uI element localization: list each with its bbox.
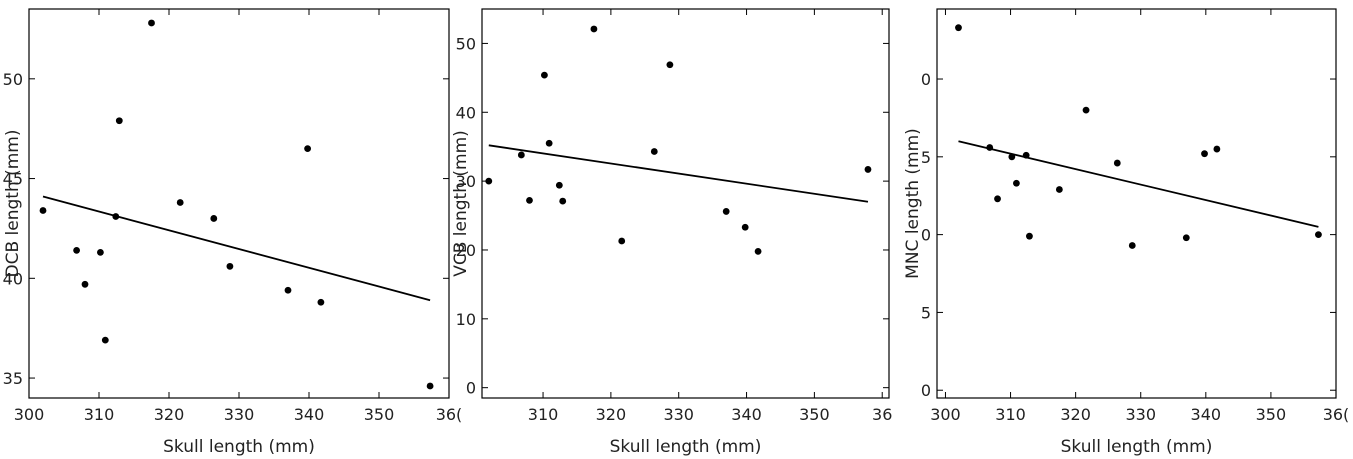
data-point [1315, 231, 1322, 239]
data-point [555, 181, 563, 189]
x-tick-label: 340 [1191, 405, 1222, 424]
data-point [545, 139, 553, 147]
y-tick-label: 0 [466, 379, 476, 398]
y-tick-label: 5 [921, 148, 931, 167]
data-point [317, 298, 325, 306]
x-axis-label: Skull length (mm) [163, 437, 315, 457]
data-point [1022, 151, 1030, 159]
data-point [73, 246, 80, 254]
y-tick-label: 0 [921, 381, 931, 400]
data-point [526, 197, 533, 204]
data-point [994, 195, 1001, 203]
data-point [864, 166, 872, 173]
x-tick-label: 350 [364, 405, 395, 424]
data-point [304, 145, 311, 153]
y-tick-label: 50 [3, 70, 23, 89]
regression-line [42, 195, 431, 302]
data-point [955, 24, 962, 32]
data-point [97, 248, 104, 256]
data-point [1213, 145, 1221, 153]
y-tick-label: 30 [456, 172, 476, 191]
regression-line [958, 140, 1319, 228]
data-point [1008, 153, 1016, 161]
data-point [426, 382, 434, 390]
y-tick-label: 35 [3, 369, 23, 388]
y-tick-label: 40 [456, 103, 476, 122]
data-point [741, 223, 749, 231]
y-tick-label: 45 [3, 170, 23, 189]
y-tick-label: 5 [921, 303, 931, 322]
data-point [517, 151, 525, 159]
data-point [618, 237, 626, 245]
x-tick-label: 330 [663, 405, 694, 424]
y-axis-label: VCB length (mm) [451, 130, 471, 277]
regression-line [488, 144, 869, 203]
x-axis-label: Skull length (mm) [610, 437, 762, 457]
x-tick-label: 36( [1323, 405, 1350, 424]
x-tick-label: 300 [14, 405, 45, 424]
data-point [1113, 159, 1121, 167]
x-tick-label: 310 [84, 405, 115, 424]
chart-panel-1: 300 310 320 330 340 350 36( 35 40 45 50 Skull lengt… [3, 8, 463, 457]
data-point [176, 199, 184, 206]
data-point [226, 262, 234, 270]
x-tick-label: 340 [294, 405, 325, 424]
x-tick-label: 330 [224, 405, 255, 424]
data-point [559, 197, 567, 205]
y-tick-label: 0 [921, 226, 931, 245]
data-point [485, 177, 493, 185]
x-tick-label: 320 [1060, 405, 1091, 424]
x-axis-label: Skull length (mm) [1061, 437, 1213, 457]
y-tick-label: 50 [456, 34, 476, 53]
data-point [541, 71, 548, 79]
data-point [148, 19, 155, 27]
data-point [722, 208, 730, 215]
data-point [1013, 179, 1020, 187]
y-tick-label: 0 [921, 70, 931, 89]
chart-panel-3: 300 310 320 330 340 350 36( 0 5 0 5 0 Skull length (… [903, 8, 1350, 457]
data-point [754, 247, 762, 255]
data-point [115, 117, 123, 125]
x-tick-label: 350 [799, 405, 830, 424]
data-point [1182, 234, 1190, 242]
x-tick-label: 310 [995, 405, 1026, 424]
data-point [1201, 150, 1208, 158]
data-point [81, 280, 89, 288]
data-point [101, 336, 109, 344]
data-point [590, 25, 598, 33]
x-tick-label: 340 [731, 405, 762, 424]
data-point [210, 215, 218, 222]
x-tick-label: 310 [528, 405, 559, 424]
plot-frame [936, 8, 1337, 399]
data-point [666, 61, 674, 69]
data-point [39, 207, 47, 214]
data-point [1128, 242, 1136, 249]
data-point [986, 144, 994, 151]
y-axis-label: DCB length (mm) [3, 129, 23, 277]
data-point [1082, 106, 1090, 114]
y-tick-label: 40 [3, 269, 23, 288]
x-tick-label: 350 [1256, 405, 1287, 424]
x-tick-label: 320 [596, 405, 627, 424]
data-point [650, 148, 658, 155]
x-tick-label: 36( [436, 405, 463, 424]
x-tick-label: 330 [1125, 405, 1156, 424]
data-point [112, 213, 120, 220]
y-axis-label: MNC length (mm) [903, 128, 923, 279]
y-tick-label: 20 [456, 241, 476, 260]
data-point [284, 286, 292, 294]
x-tick-label: 300 [930, 405, 961, 424]
plot-frame [28, 8, 450, 399]
data-point [1055, 186, 1063, 193]
data-point [1026, 232, 1033, 240]
plot-frame [481, 8, 890, 399]
x-tick-label: 36 [872, 405, 892, 424]
y-tick-label: 10 [456, 310, 476, 329]
x-tick-label: 320 [154, 405, 185, 424]
